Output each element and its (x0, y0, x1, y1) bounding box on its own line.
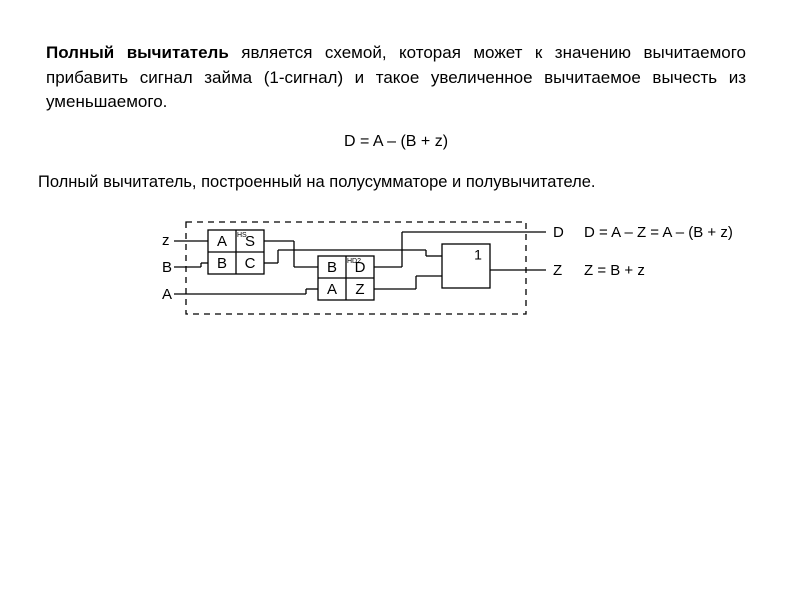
or-label: 1 (474, 247, 482, 263)
circuit-diagram: z B A D Z D = A – Z = A – (B + z) Z = B … (46, 216, 746, 376)
subcaption: Полный вычитатель, построенный на полусу… (38, 173, 746, 192)
hs-pin-A: A (217, 233, 227, 250)
hd2-pin-Z: Z (355, 281, 364, 298)
title-bold: Полный вычитатель (46, 43, 229, 62)
hs-pin-C: C (245, 255, 256, 272)
hs-pin-B: B (217, 255, 227, 272)
hd2-block: B A D Z HD2 (318, 256, 374, 300)
circuit-svg: A B S C HS B A D Z HD2 1 (46, 216, 746, 376)
hd2-label: HD2 (347, 258, 361, 265)
hd2-pin-A: A (327, 281, 337, 298)
hd2-pin-B: B (327, 259, 337, 276)
or-block: 1 (442, 244, 490, 288)
intro-paragraph: Полный вычитатель является схемой, котор… (46, 41, 746, 115)
hs-block: A B S C HS (208, 230, 264, 274)
hs-label: HS (237, 232, 247, 239)
main-formula: D = A – (B + z) (46, 133, 746, 151)
